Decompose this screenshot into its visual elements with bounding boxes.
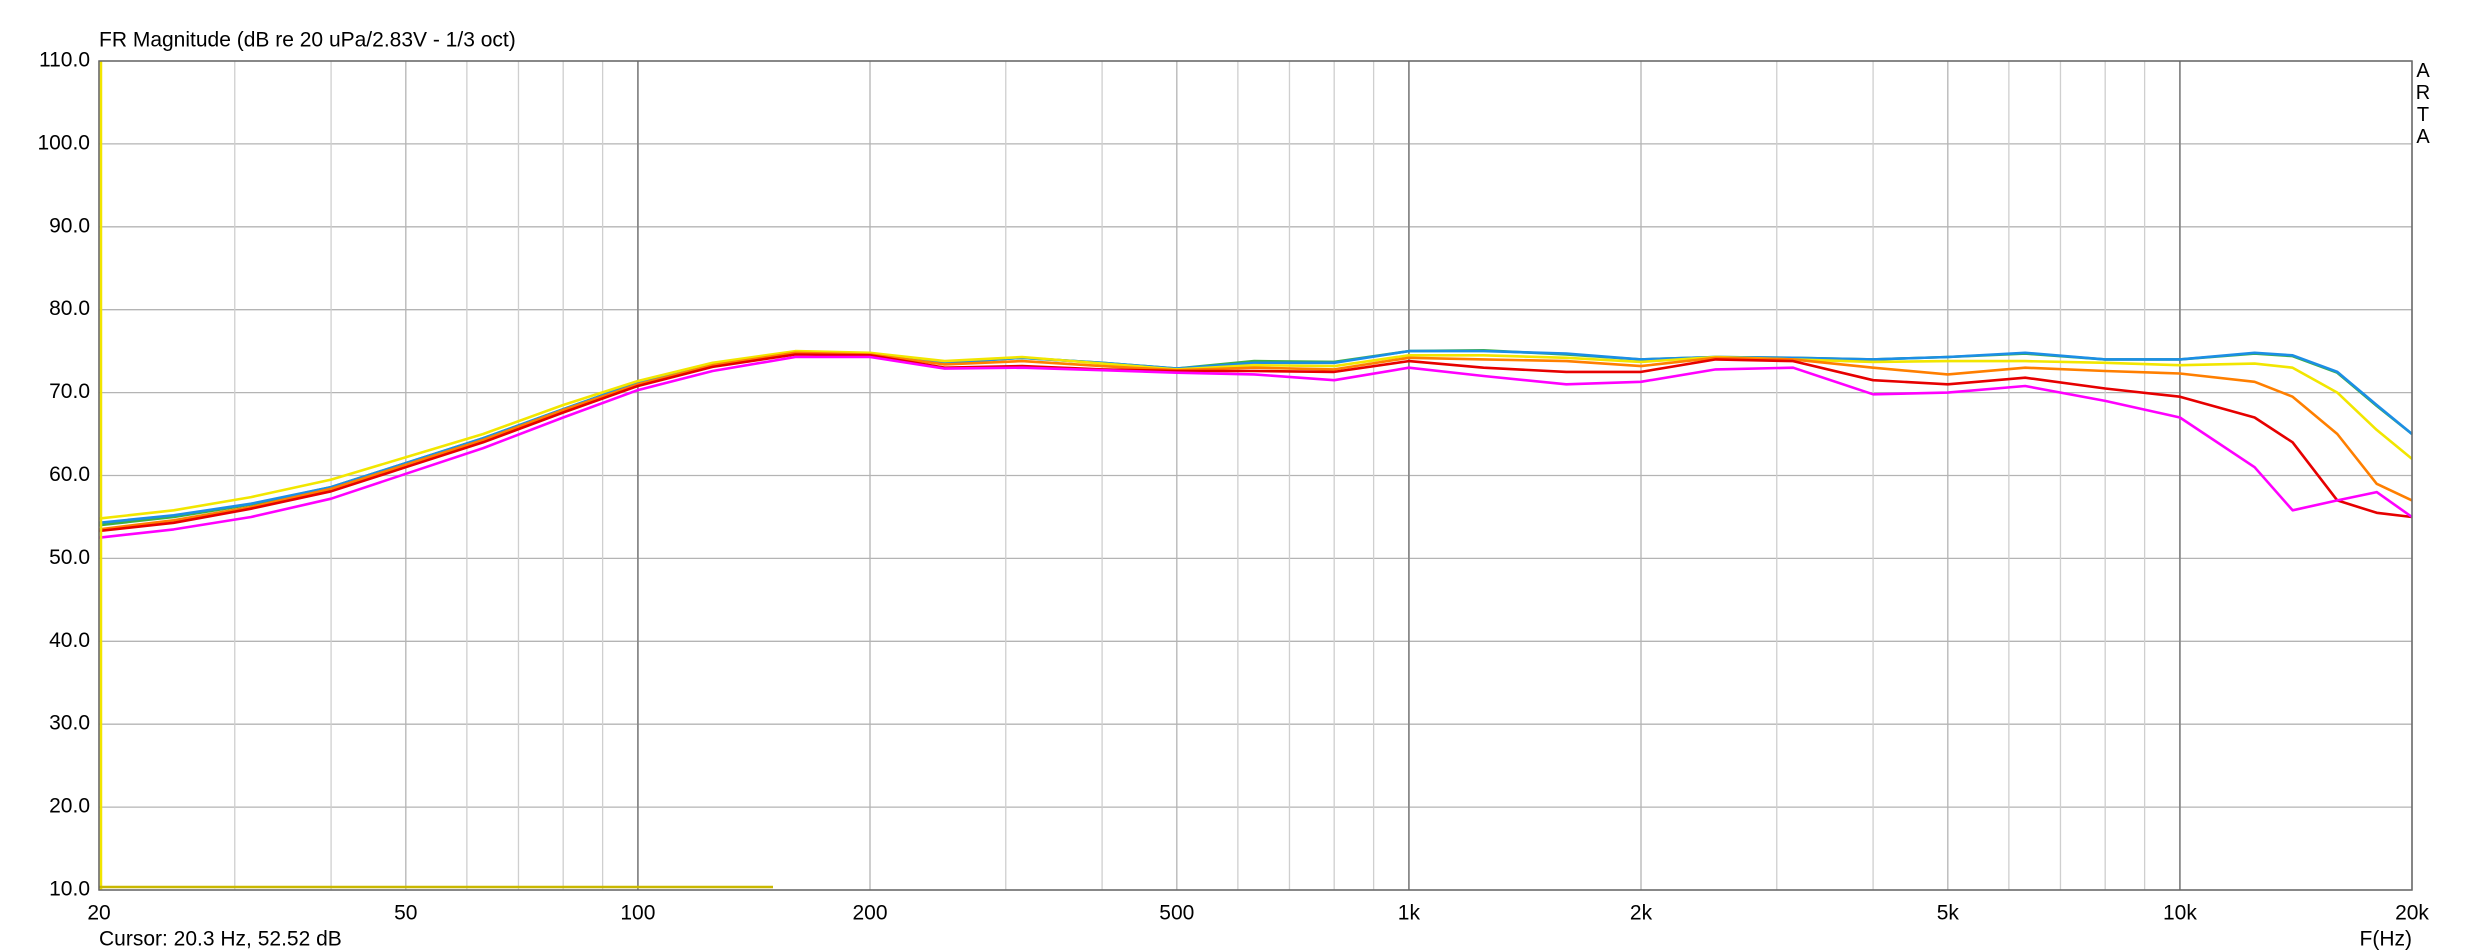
x-tick-label: 50 [394, 902, 417, 925]
x-tick-label: 200 [852, 902, 887, 925]
x-tick-label: 1k [1398, 902, 1421, 925]
response-curve [98, 348, 2413, 527]
plot-frame [98, 60, 2413, 891]
y-tick-label: 110.0 [39, 49, 90, 72]
x-tick-label: 20k [2395, 902, 2429, 925]
x-axis-label: F(Hz) [2360, 928, 2412, 950]
y-tick-label: 90.0 [49, 214, 90, 237]
y-tick-label: 60.0 [49, 463, 90, 486]
side-label: ARTA [2415, 60, 2431, 148]
x-tick-label: 100 [620, 902, 655, 925]
response-curve [98, 353, 2413, 533]
y-tick-label: 40.0 [49, 629, 90, 652]
y-tick-label: 30.0 [49, 712, 90, 735]
response-curve [98, 351, 2413, 531]
y-tick-label: 70.0 [49, 380, 90, 403]
y-tick-label: 80.0 [49, 297, 90, 320]
y-tick-label: 50.0 [49, 546, 90, 569]
response-curve [98, 349, 2413, 525]
grid [98, 60, 2413, 891]
plot-lines [98, 348, 2413, 539]
response-curve [98, 349, 2413, 520]
x-tick-label: 500 [1159, 902, 1194, 925]
y-tick-label: 100.0 [37, 131, 90, 154]
x-tick-label: 2k [1630, 902, 1653, 925]
response-curve [98, 355, 2413, 539]
x-tick-label: 20 [87, 902, 110, 925]
y-tick-label: 10.0 [49, 878, 90, 901]
x-tick-label: 10k [2163, 902, 2197, 925]
chart-title: FR Magnitude (dB re 20 uPa/2.83V - 1/3 o… [99, 29, 516, 52]
y-tick-label: 20.0 [49, 795, 90, 818]
x-tick-label: 5k [1937, 902, 1960, 925]
cursor-readout: Cursor: 20.3 Hz, 52.52 dB [99, 928, 342, 950]
